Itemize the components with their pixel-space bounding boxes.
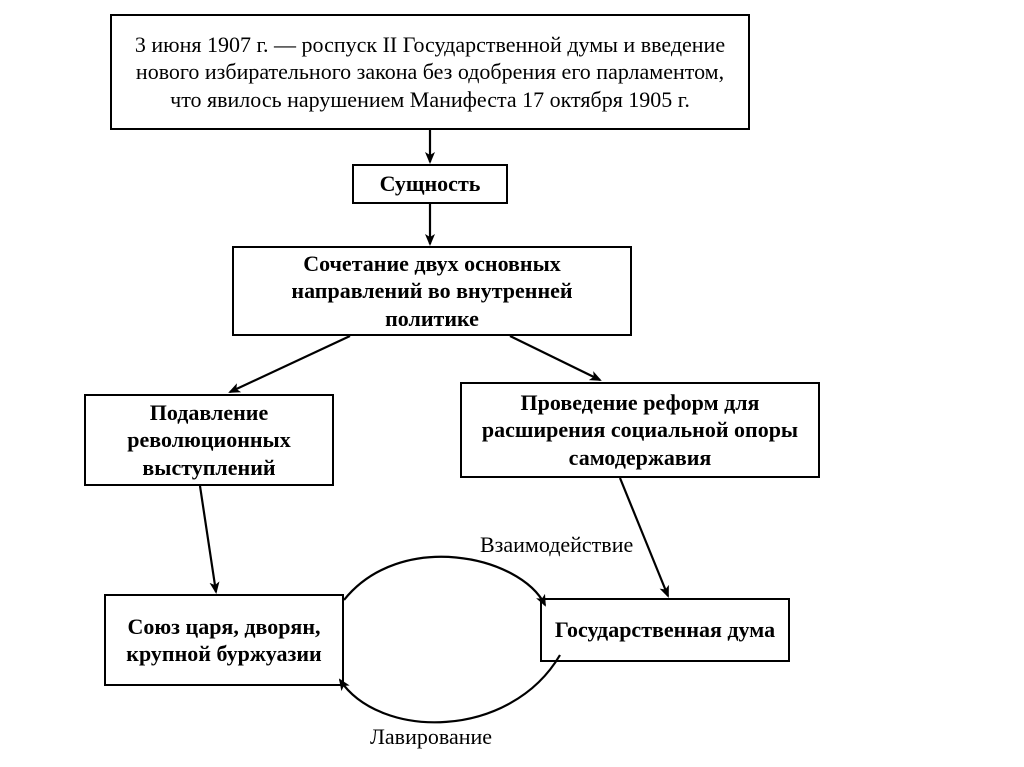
combo-text: Сочетание двух основных направлений во в… [246, 250, 618, 333]
interaction-label: Взаимодействие [480, 532, 633, 558]
header-box: 3 июня 1907 г. — роспуск II Государствен… [110, 14, 750, 130]
duma-box: Государственная дума [540, 598, 790, 662]
edge-combo-reforms [510, 336, 600, 380]
edge-interaction [344, 557, 545, 605]
duma-text: Государственная дума [555, 616, 775, 644]
suppress-box: Подавление революционных выступлений [84, 394, 334, 486]
essence-box: Сущность [352, 164, 508, 204]
edge-suppress-union [200, 486, 216, 592]
edge-maneuver [340, 655, 560, 722]
essence-text: Сущность [380, 170, 481, 198]
union-text: Союз царя, дворян, крупной буржуазии [118, 613, 330, 668]
combo-box: Сочетание двух основных направлений во в… [232, 246, 632, 336]
maneuver-label: Лавирование [370, 724, 492, 750]
reforms-box: Проведение реформ для расширения социаль… [460, 382, 820, 478]
header-text: 3 июня 1907 г. — роспуск II Государствен… [124, 31, 736, 114]
union-box: Союз царя, дворян, крупной буржуазии [104, 594, 344, 686]
suppress-text: Подавление революционных выступлений [98, 399, 320, 482]
edge-combo-suppress [230, 336, 350, 392]
reforms-text: Проведение реформ для расширения социаль… [474, 389, 806, 472]
